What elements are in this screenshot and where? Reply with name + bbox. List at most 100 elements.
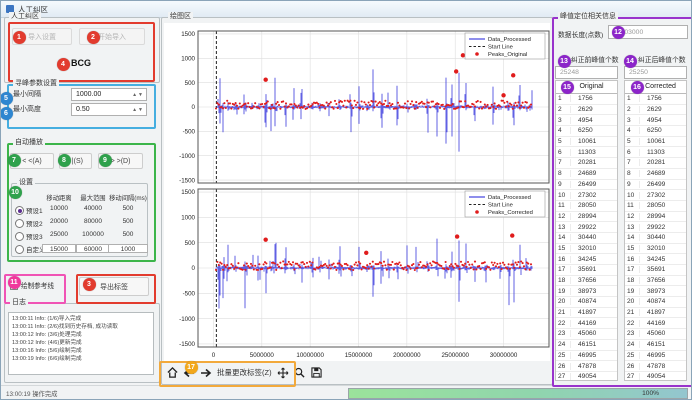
table-row[interactable]: 611303 xyxy=(625,147,686,158)
table-row[interactable]: 611303 xyxy=(556,147,617,158)
table-row[interactable]: 2546995 xyxy=(556,351,617,362)
preset-radio[interactable] xyxy=(15,219,24,228)
corrected-peaks-table[interactable]: Corrected1175622629349544625051006161130… xyxy=(624,80,687,381)
table-row[interactable]: 11756 xyxy=(556,94,617,105)
annotation-badge: 4 xyxy=(57,58,70,71)
table-row[interactable]: 1228994 xyxy=(556,212,617,223)
preset-value: 10000 xyxy=(42,205,76,212)
table-row[interactable]: 2546995 xyxy=(625,351,686,362)
table-row[interactable]: 2749054 xyxy=(625,372,686,381)
preset-row: 预设325000100000500 xyxy=(11,230,148,243)
forward-arrow-icon[interactable] xyxy=(200,367,212,379)
pan-icon[interactable] xyxy=(277,367,289,379)
table-row[interactable]: 2446151 xyxy=(625,340,686,351)
peak-value: 29922 xyxy=(640,224,686,231)
table-row[interactable]: 2345060 xyxy=(625,329,686,340)
peaks-before-field[interactable]: 25248 xyxy=(555,66,618,79)
table-row[interactable]: 1938973 xyxy=(556,286,617,297)
svg-text:0: 0 xyxy=(192,104,196,111)
table-row[interactable]: 1837656 xyxy=(556,276,617,287)
table-row[interactable]: 824689 xyxy=(625,169,686,180)
table-row[interactable]: 1329922 xyxy=(556,222,617,233)
preset-value-input[interactable]: 1000 xyxy=(108,244,148,253)
spinner-arrows-icon[interactable]: ▲▼ xyxy=(132,92,146,98)
table-row[interactable]: 34954 xyxy=(625,115,686,126)
table-row[interactable]: 1430440 xyxy=(556,233,617,244)
peak-value: 28050 xyxy=(640,202,686,209)
svg-text:Start Line: Start Line xyxy=(488,203,513,209)
table-row[interactable]: 11756 xyxy=(625,94,686,105)
peak-info-group-label: 峰值定位相关信息 xyxy=(558,12,618,21)
table-row[interactable]: 824689 xyxy=(556,169,617,180)
preset-radio[interactable] xyxy=(15,245,24,254)
peaks-after-field[interactable]: 25250 xyxy=(624,66,687,79)
table-row[interactable]: 2244169 xyxy=(556,318,617,329)
annotation-badge: 17 xyxy=(185,361,198,374)
preset-value-input[interactable]: 15000 xyxy=(42,244,76,253)
peak-value: 41897 xyxy=(640,309,686,316)
peak-value: 38973 xyxy=(640,288,686,295)
table-row[interactable]: 2647878 xyxy=(556,361,617,372)
table-row[interactable]: 926499 xyxy=(556,180,617,191)
svg-text:0: 0 xyxy=(192,265,196,272)
table-row[interactable]: 510061 xyxy=(625,137,686,148)
table-row[interactable]: 1634245 xyxy=(556,254,617,265)
svg-text:1500: 1500 xyxy=(181,189,195,196)
preset-radio[interactable] xyxy=(15,206,24,215)
signal-charts[interactable]: -1500-1000-500050010001500Data_Processed… xyxy=(164,23,550,361)
table-row[interactable]: 1228994 xyxy=(625,212,686,223)
table-row[interactable]: 1128050 xyxy=(625,201,686,212)
app-window: 人工纠区 人工纠区 导入设置 开始导入 BCG 寻峰参数设置 最小间隔 1000… xyxy=(0,0,692,400)
zoom-icon[interactable] xyxy=(294,367,306,379)
batch-edit-labels-button[interactable]: 批量更改标签(Z) xyxy=(217,367,272,378)
spinner-arrows-icon[interactable]: ▲▼ xyxy=(132,107,146,113)
peak-value: 35691 xyxy=(640,266,686,273)
table-row[interactable]: 2141897 xyxy=(556,308,617,319)
table-row[interactable]: 1634245 xyxy=(625,254,686,265)
svg-text:-500: -500 xyxy=(183,291,196,298)
log-box[interactable]: 13:00:11 Info: (1/6)导入完成13:00:11 Info: (… xyxy=(8,312,154,375)
table-row[interactable]: 1430440 xyxy=(625,233,686,244)
home-icon[interactable] xyxy=(166,367,178,379)
table-row[interactable]: 1735691 xyxy=(625,265,686,276)
row-index: 26 xyxy=(556,363,571,370)
table-row[interactable]: 1027302 xyxy=(556,190,617,201)
table-row[interactable]: 1532010 xyxy=(556,244,617,255)
table-row[interactable]: 1532010 xyxy=(625,244,686,255)
table-row[interactable]: 22629 xyxy=(556,105,617,116)
peak-value: 47878 xyxy=(571,363,617,370)
table-row[interactable]: 46250 xyxy=(625,126,686,137)
peak-value: 6250 xyxy=(571,127,617,134)
table-row[interactable]: 1938973 xyxy=(625,286,686,297)
preset-value-input[interactable]: 60000 xyxy=(76,244,110,253)
table-row[interactable]: 1128050 xyxy=(556,201,617,212)
table-row[interactable]: 510061 xyxy=(556,137,617,148)
save-icon[interactable] xyxy=(311,367,323,379)
table-row[interactable]: 720281 xyxy=(625,158,686,169)
table-row[interactable]: 2244169 xyxy=(625,318,686,329)
table-row[interactable]: 2141897 xyxy=(625,308,686,319)
table-row[interactable]: 34954 xyxy=(556,115,617,126)
min-interval-spinbox[interactable]: 1000.00 ▲▼ xyxy=(71,88,147,101)
table-row[interactable]: 1329922 xyxy=(625,222,686,233)
table-row[interactable]: 2345060 xyxy=(556,329,617,340)
table-row[interactable]: 2647878 xyxy=(625,361,686,372)
table-row[interactable]: 1837656 xyxy=(625,276,686,287)
preset-radio[interactable] xyxy=(15,232,24,241)
table-row[interactable]: 926499 xyxy=(625,180,686,191)
table-row[interactable]: 720281 xyxy=(556,158,617,169)
peak-value: 37656 xyxy=(640,277,686,284)
min-height-spinbox[interactable]: 0.50 ▲▼ xyxy=(71,103,147,116)
preset-label: 预设3 xyxy=(26,231,43,241)
table-row[interactable]: 46250 xyxy=(556,126,617,137)
table-row[interactable]: 22629 xyxy=(625,105,686,116)
table-row[interactable]: 1735691 xyxy=(556,265,617,276)
original-peaks-table[interactable]: Original11756226293495446250510061611303… xyxy=(555,80,618,381)
table-row[interactable]: 2446151 xyxy=(556,340,617,351)
peaks-after-value: 25250 xyxy=(629,69,648,76)
table-row[interactable]: 1027302 xyxy=(625,190,686,201)
svg-text:Peaks_Corrected: Peaks_Corrected xyxy=(488,210,533,216)
table-row[interactable]: 2040874 xyxy=(625,297,686,308)
table-row[interactable]: 2040874 xyxy=(556,297,617,308)
table-row[interactable]: 2749054 xyxy=(556,372,617,381)
